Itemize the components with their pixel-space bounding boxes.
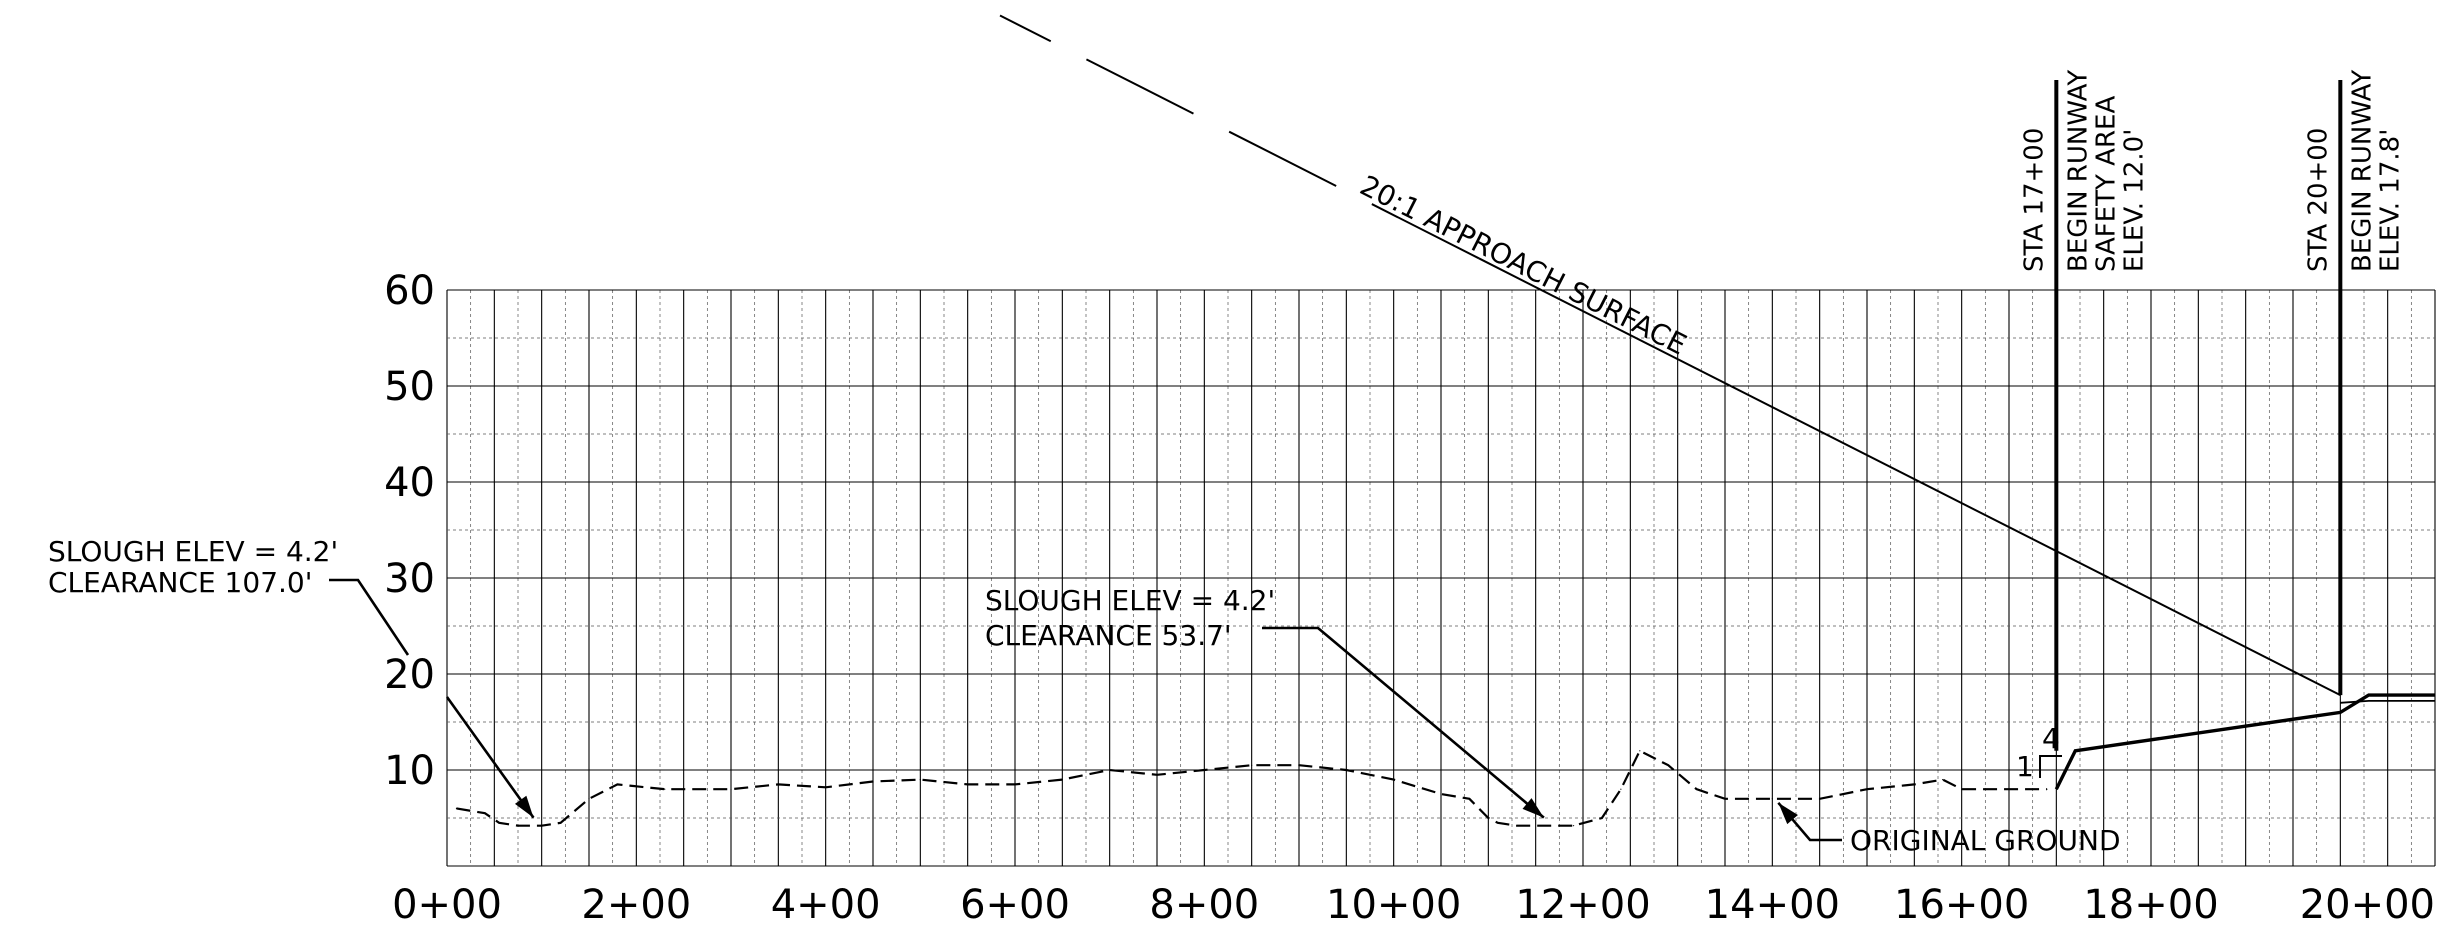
ground-point [1819,798,1821,800]
slough-note-2-arrowhead [1522,798,1544,818]
ground-point [1516,825,1518,827]
original-ground-arrowhead [1778,802,1798,825]
slough-note-1-elevation: SLOUGH ELEV = 4.2' [48,535,338,568]
y-axis-tick-labels: 10 20 30 40 50 60 [384,268,435,794]
ground-point [730,788,732,790]
ground-point [1345,769,1347,771]
station-label-20-00: STA 20+00 [2303,128,2333,272]
x-tick-label: 2+00 [581,882,691,928]
ground-point [1572,825,1575,827]
station-label-17-00: STA 17+00 [2019,128,2049,272]
ground-point [1014,783,1016,786]
slough-note-2-leader [1262,626,1545,819]
ground-point [777,783,779,786]
ground-point [1961,788,1963,790]
ground-point [1667,764,1669,766]
ground-point [664,788,666,790]
x-tick-label: 4+00 [771,882,881,928]
x-tick-label: 10+00 [1326,882,1461,928]
approach-surface-line [1478,257,2341,697]
ground-point [1696,788,1698,790]
y-tick-label: 20 [384,652,435,698]
ground-point [560,822,562,824]
ground-point [484,812,486,814]
series-design-profile-thin [2340,700,2435,704]
slough-note-1-arrowhead [514,795,534,818]
ground-point [1109,769,1111,771]
slope-symbol [2039,755,2062,778]
ground-point [1487,817,1489,819]
ground-point [1942,779,1944,781]
grid [446,289,2436,867]
ground-point [825,786,827,788]
slope-rise-label: 4 [2042,722,2060,755]
ground-point [1251,764,1253,766]
ground-point [1620,788,1622,790]
x-tick-label: 12+00 [1515,882,1650,928]
ground-point [1061,779,1063,781]
ground-points [455,750,2048,827]
ground-point [1866,788,1868,790]
y-tick-label: 30 [384,556,435,602]
x-axis-tick-labels: 0+00 2+00 4+00 6+00 8+00 10+00 12+00 14+00 16+00… [392,882,2435,928]
y-tick-label: 60 [384,268,435,314]
y-tick-label: 40 [384,460,435,506]
ground-point [1203,769,1205,771]
ground-point [455,807,458,810]
ground-point [872,780,874,783]
ground-point [1771,798,1773,800]
ground-point [498,822,500,824]
ground-point [517,825,519,827]
y-tick-label: 10 [384,748,435,794]
slough-note-2-clearance: CLEARANCE 53.7' [985,619,1232,652]
ground-point [1544,825,1546,827]
ground-point [1724,798,1726,800]
ground-point [1913,783,1915,786]
approach-surface-extension [999,14,1480,260]
runway-safety-note-line-3: ELEV. 12.0' [2119,129,2149,272]
ground-point [1298,764,1300,766]
runway-safety-note-line-1: BEGIN RUNWAY [2063,70,2093,272]
ground-point [541,825,543,827]
ground-point [616,783,619,786]
ground-point [919,779,921,781]
ground-point [1497,822,1499,824]
original-ground-label: ORIGINAL GROUND [1850,824,2121,857]
runway-begin-note-line-1: BEGIN RUNWAY [2347,70,2377,272]
x-tick-label: 6+00 [960,882,1070,928]
x-tick-label: 16+00 [1894,882,2029,928]
y-tick-label: 50 [384,364,435,410]
x-tick-label: 8+00 [1149,882,1259,928]
slough-note-2-elevation: SLOUGH ELEV = 4.2' [985,584,1275,617]
series-design-profile [2054,693,2435,790]
ground-point [1601,817,1603,819]
runway-safety-note-line-2: SAFETY AREA [2091,96,2121,272]
ground-point [2046,788,2048,790]
runway-begin-note-line-2: ELEV. 17.8' [2375,129,2405,272]
approach-surface-label: 20:1 APPROACH SURFACE [1355,169,1692,362]
ground-point [1393,779,1395,781]
ground-point [1468,798,1470,800]
ground-point [1639,750,1641,752]
x-tick-label: 18+00 [2083,882,2218,928]
slough-note-1-clearance: CLEARANCE 107.0' [48,566,312,599]
ground-point [2008,788,2010,790]
x-tick-label: 0+00 [392,882,502,928]
ground-point [1440,793,1442,795]
ground-point [1156,774,1158,776]
ground-point [967,783,969,786]
x-tick-label: 14+00 [1705,882,1840,928]
slope-run-label: 1 [2016,750,2034,783]
slough-note-1-leader [329,578,535,819]
ground-point [588,798,590,800]
x-tick-label: 20+00 [2300,882,2435,928]
